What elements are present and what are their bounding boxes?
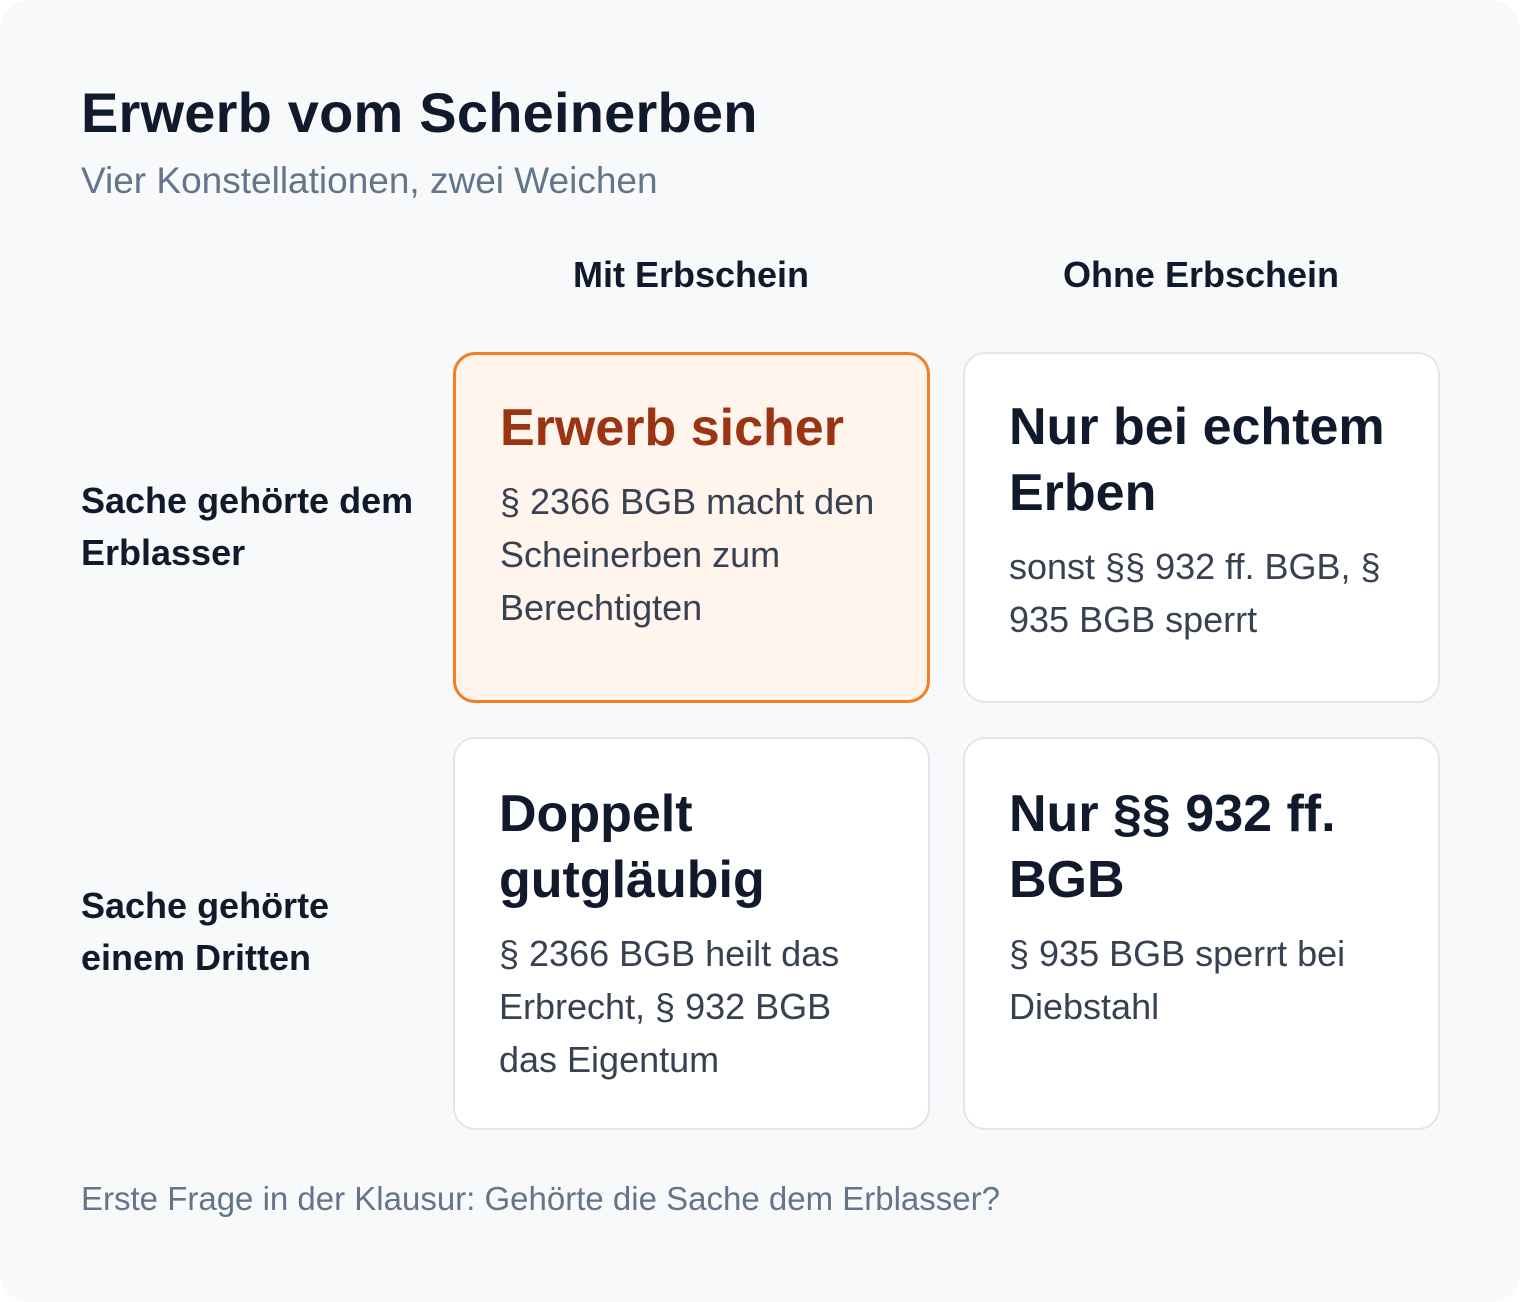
column-header-mit-erbschein: Mit Erbschein [572, 254, 810, 295]
cell-heading: Erwerb sicher [500, 399, 844, 457]
page-subtitle: Vier Konstellationen, zwei Weichen [81, 160, 658, 201]
row-label-erblasser: Sache gehörte dem Erblasser [81, 480, 414, 573]
cell-heading: Doppelt gutgläubig [499, 785, 765, 909]
column-header-ohne-erbschein: Ohne Erbschein [1062, 254, 1340, 295]
cell-text: § 2366 BGB macht den Scheinerben zum Ber… [500, 481, 875, 628]
cell-text: § 2366 BGB heilt das Erbrecht, § 932 BGB… [499, 933, 840, 1080]
footer-note: Erste Frage in der Klausur: Gehörte die … [81, 1180, 1000, 1217]
row-label-dritter: Sache gehörte einem Dritten [81, 885, 330, 978]
matrix-cell-dritter-ohne-erbschein: Nur §§ 932 ff. BGB § 935 BGB sperrt bei … [963, 737, 1440, 1130]
cell-heading: Nur bei echtem Erben [1009, 398, 1385, 522]
matrix-cell-erblasser-ohne-erbschein: Nur bei echtem Erben sonst §§ 932 ff. BG… [963, 352, 1440, 703]
page-title: Erwerb vom Scheinerben [81, 81, 758, 144]
matrix-cell-erblasser-mit-erbschein: Erwerb sicher § 2366 BGB macht den Schei… [453, 352, 930, 703]
cell-heading: Nur §§ 932 ff. BGB [1009, 785, 1336, 909]
cell-text: § 935 BGB sperrt bei Diebstahl [1009, 933, 1346, 1027]
matrix-cell-dritter-mit-erbschein: Doppelt gutgläubig § 2366 BGB heilt das … [453, 737, 930, 1130]
cell-text: sonst §§ 932 ff. BGB, § 935 BGB sperrt [1009, 546, 1381, 640]
